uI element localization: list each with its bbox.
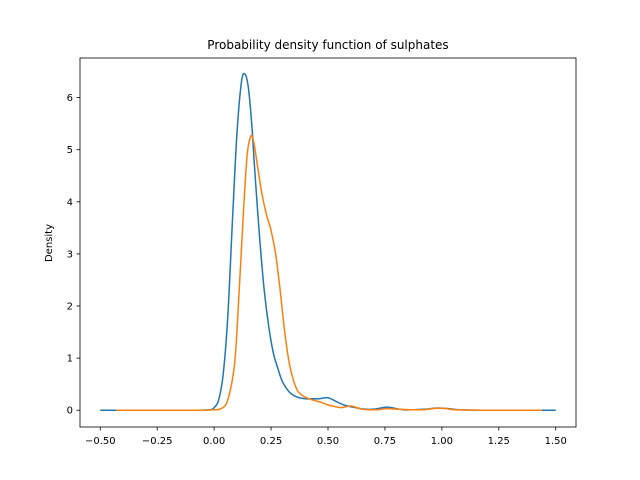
x-tick-label: 0.25 xyxy=(260,436,282,447)
y-axis-ticks: 0 1 2 3 4 5 6 xyxy=(67,93,80,417)
x-tick-label: 1.00 xyxy=(431,436,453,447)
x-tick-label: 0.75 xyxy=(374,436,396,447)
y-tick-label: 1 xyxy=(67,354,73,365)
y-tick-label: 5 xyxy=(67,145,73,156)
x-tick-label: 1.50 xyxy=(545,436,567,447)
plot-area: −0.50 −0.25 0.00 0.25 0.50 0.75 1.00 1.25 1.50 0… xyxy=(67,57,577,447)
series-layer xyxy=(100,72,556,412)
y-tick-label: 0 xyxy=(67,406,73,417)
y-tick-label: 3 xyxy=(67,249,73,260)
x-tick-label: 0.50 xyxy=(317,436,339,447)
y-tick-label: 4 xyxy=(67,197,73,208)
series-line-2 xyxy=(116,134,543,412)
y-axis-label: Density xyxy=(44,224,55,262)
chart-title: Probability density function of sulphate… xyxy=(207,38,448,52)
y-tick-label: 6 xyxy=(67,93,73,104)
x-axis-ticks: −0.50 −0.25 0.00 0.25 0.50 0.75 1.00 1.25 1.50 xyxy=(85,427,567,447)
x-tick-label: −0.25 xyxy=(142,436,173,447)
x-tick-label: −0.50 xyxy=(85,436,116,447)
y-tick-label: 2 xyxy=(67,302,73,313)
x-tick-label: 0.00 xyxy=(203,436,225,447)
x-tick-label: 1.25 xyxy=(488,436,510,447)
